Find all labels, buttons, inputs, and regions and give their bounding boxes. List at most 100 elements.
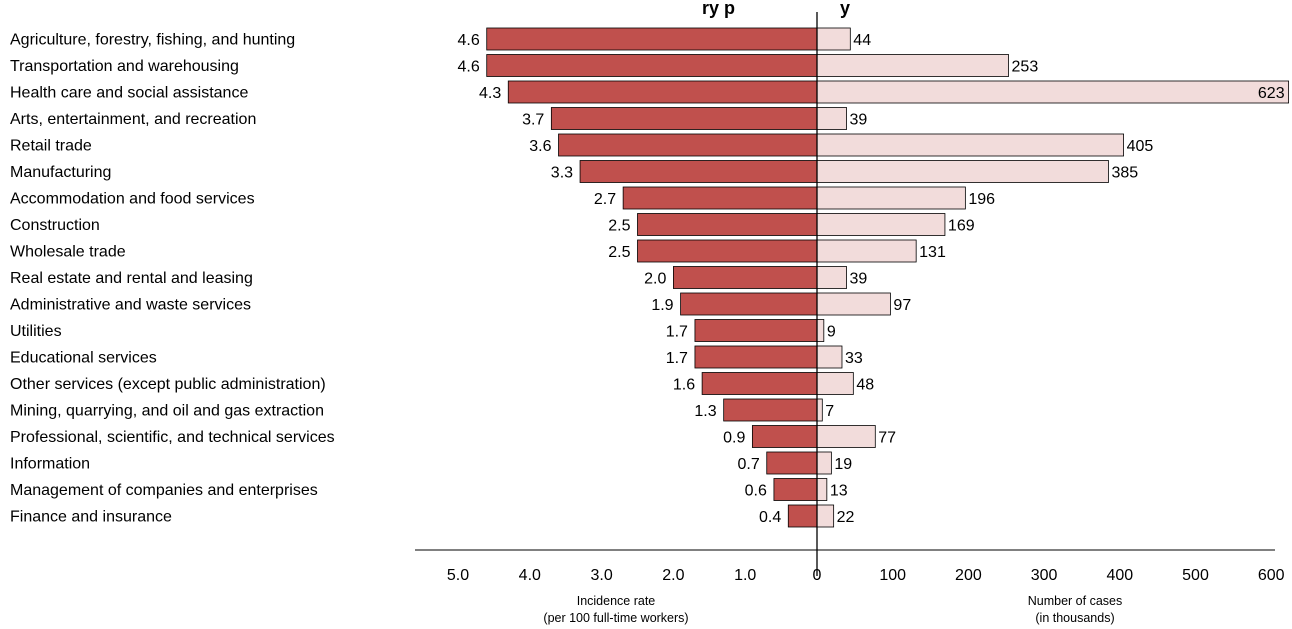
incidence-rate-tick-label: 3.0 (590, 567, 612, 584)
number-of-cases-bar (816, 504, 835, 528)
number-of-cases-tick-label: 200 (955, 567, 982, 584)
incidence-rate-bar (507, 80, 818, 104)
number-of-cases-tick-label: 300 (1031, 567, 1058, 584)
incidence-rate-value-label: 1.6 (673, 377, 695, 394)
incidence-rate-value-label: 2.0 (644, 271, 666, 288)
category-label: Arts, entertainment, and recreation (10, 111, 256, 128)
incidence-rate-value-label: 1.7 (666, 350, 688, 367)
number-of-cases-value-label: 33 (845, 350, 863, 367)
incidence-rate-bar (550, 107, 818, 130)
number-of-cases-bar (816, 133, 1124, 157)
category-label: Retail trade (10, 138, 92, 155)
category-label: Finance and insurance (10, 509, 172, 526)
number-of-cases-value-label: 22 (837, 509, 855, 526)
number-of-cases-value-label: 48 (856, 377, 874, 394)
incidence-rate-value-label: 0.6 (745, 483, 767, 500)
number-of-cases-value-label: 19 (834, 456, 852, 473)
incidence-rate-value-label: 3.7 (522, 112, 544, 129)
number-of-cases-bar (816, 425, 876, 448)
number-of-cases-value-label: 39 (850, 112, 868, 129)
category-label: Manufacturing (10, 164, 111, 181)
category-labels: Agriculture, forestry, fishing, and hunt… (10, 32, 335, 526)
number-of-cases-bar (816, 398, 823, 422)
category-label: Other services (except public administra… (10, 376, 326, 393)
number-of-cases-bar (816, 186, 966, 210)
right-axis-title-line1: Number of cases (1028, 594, 1122, 608)
number-of-cases-value-label: 385 (1111, 165, 1138, 182)
incidence-rate-bar (701, 372, 818, 395)
left-axis-title-line1: Incidence rate (577, 594, 656, 608)
number-of-cases-bar (816, 345, 843, 369)
category-label: Utilities (10, 323, 62, 340)
incidence-rate-bar (486, 54, 818, 77)
number-of-cases-tick-label: 600 (1258, 567, 1285, 584)
number-of-cases-bar (816, 478, 828, 501)
category-label: Transportation and warehousing (10, 58, 239, 75)
incidence-rate-bar (637, 239, 818, 263)
incidence-rate-value-label: 3.3 (551, 165, 573, 182)
incidence-rate-tick-label: 0 (813, 567, 822, 584)
number-of-cases-bar (816, 372, 854, 395)
number-of-cases-value-label: 77 (878, 430, 896, 447)
incidence-rate-bar (680, 292, 818, 316)
incidence-rate-value-label: 0.4 (759, 509, 781, 526)
category-label: Accommodation and food services (10, 191, 255, 208)
number-of-cases-value-label: 623 (1258, 85, 1285, 102)
incidence-rate-value-label: 2.5 (608, 244, 630, 261)
category-label: Mining, quarrying, and oil and gas extra… (10, 403, 324, 420)
number-of-cases-value-labels: 4425362339405385196169131399793348777191… (825, 32, 1284, 526)
incidence-rate-bar (787, 504, 818, 528)
category-label: Agriculture, forestry, fishing, and hunt… (10, 32, 295, 49)
category-label: Wholesale trade (10, 244, 126, 261)
category-label: Construction (10, 217, 100, 234)
incidence-rate-value-label: 4.6 (457, 32, 479, 49)
incidence-rate-value-labels: 4.64.64.33.73.63.32.72.52.52.01.91.71.71… (457, 32, 781, 526)
incidence-rate-value-label: 1.9 (651, 297, 673, 314)
number-of-cases-bar (816, 239, 917, 263)
number-of-cases-bar (816, 266, 847, 289)
number-of-cases-value-label: 169 (948, 218, 975, 235)
number-of-cases-bar (816, 80, 1290, 104)
incidence-rate-bar (622, 186, 818, 210)
number-of-cases-bar (816, 54, 1009, 77)
number-of-cases-bar (816, 27, 851, 51)
incidence-rate-value-label: 1.7 (666, 324, 688, 341)
incidence-rate-tick-label: 5.0 (447, 567, 469, 584)
category-label: Health care and social assistance (10, 85, 248, 102)
category-label: Administrative and waste services (10, 297, 251, 314)
number-of-cases-bars (816, 27, 1290, 528)
number-of-cases-value-label: 44 (853, 32, 871, 49)
incidence-rate-value-label: 4.6 (457, 59, 479, 76)
incidence-rate-bar (694, 319, 818, 342)
incidence-rate-tick-label: 2.0 (662, 567, 684, 584)
number-of-cases-tick-label: 100 (879, 567, 906, 584)
incidence-rate-bar (694, 345, 818, 369)
incidence-rate-value-label: 0.7 (737, 456, 759, 473)
category-label: Educational services (10, 350, 157, 367)
number-of-cases-value-label: 405 (1127, 138, 1154, 155)
chart-title-fragment: ry p (702, 0, 735, 18)
number-of-cases-value-label: 196 (968, 191, 995, 208)
number-of-cases-bar (816, 160, 1109, 183)
category-label: Real estate and rental and leasing (10, 270, 253, 287)
incidence-rate-value-label: 0.9 (723, 430, 745, 447)
incidence-rate-value-label: 2.5 (608, 218, 630, 235)
number-of-cases-bar (816, 213, 946, 236)
category-label: Professional, scientific, and technical … (10, 429, 335, 446)
category-label: Information (10, 456, 90, 473)
incidence-rate-bar (637, 213, 818, 236)
incidence-rate-bars (486, 27, 818, 528)
left-axis-title-line2: (per 100 full-time workers) (543, 611, 688, 625)
incidence-rate-bar (751, 425, 818, 448)
incidence-rate-bar (673, 266, 818, 289)
number-of-cases-bar (816, 292, 891, 316)
incidence-rate-bar (723, 398, 818, 422)
incidence-rate-bar (579, 160, 818, 183)
number-of-cases-tick-label: 500 (1182, 567, 1209, 584)
number-of-cases-value-label: 253 (1012, 59, 1039, 76)
incidence-rate-bar (486, 27, 818, 51)
incidence-rate-tick-label: 1.0 (734, 567, 756, 584)
number-of-cases-value-label: 13 (830, 483, 848, 500)
incidence-rate-bar (766, 451, 818, 475)
